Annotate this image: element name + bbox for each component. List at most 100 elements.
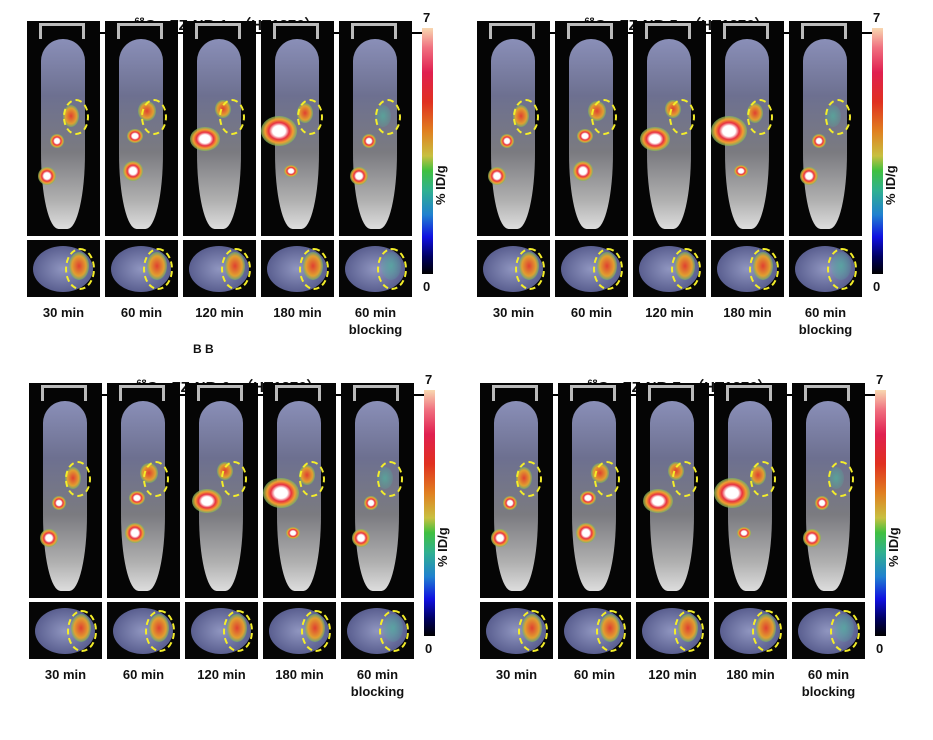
tumor-outline <box>749 248 779 290</box>
organ-uptake <box>127 129 143 143</box>
axial-pet-ct-image <box>105 240 178 297</box>
timepoint-line1: 30 min <box>495 667 538 682</box>
animal-holder <box>570 385 616 401</box>
animal-holder <box>726 385 772 401</box>
colorbar-min: 0 <box>873 279 881 294</box>
tumor-outline <box>65 461 91 497</box>
tumor-outline <box>593 248 623 290</box>
organ-uptake <box>286 527 300 539</box>
axial-pet-ct-image <box>633 240 706 297</box>
organ-uptake <box>800 167 818 185</box>
tumor-outline <box>65 248 95 290</box>
animal-holder <box>723 23 769 39</box>
organ-uptake <box>52 496 66 510</box>
timepoint-line1: 120 min <box>197 667 246 682</box>
timepoint-label: 120 min <box>183 304 256 321</box>
coronal-pet-ct-image <box>105 21 178 236</box>
tumor-outline <box>63 99 89 135</box>
colorbar-min: 0 <box>423 279 431 294</box>
tumor-outline <box>825 99 851 135</box>
animal-holder <box>195 23 241 39</box>
colorbar <box>424 390 435 636</box>
axial-pet-ct-image <box>558 602 631 659</box>
colorbar-min: 0 <box>425 641 433 656</box>
timepoint-line1: 60 min <box>570 305 613 320</box>
organ-uptake <box>50 134 64 148</box>
tumor-outline <box>752 610 782 652</box>
timepoint-line1: 120 min <box>645 305 694 320</box>
coronal-pet-ct-image <box>261 21 334 236</box>
timepoint-line1: 60 min <box>356 667 399 682</box>
tumor-outline <box>672 461 698 497</box>
timepoint-line1: 180 min <box>275 667 324 682</box>
coronal-pet-ct-image <box>185 383 258 598</box>
organ-uptake <box>803 529 821 547</box>
tumor-outline <box>747 99 773 135</box>
organ-uptake <box>815 496 829 510</box>
coronal-pet-ct-image <box>789 21 862 236</box>
animal-holder <box>489 23 535 39</box>
tumor-outline <box>513 99 539 135</box>
tumor-outline <box>223 610 253 652</box>
timepoint-label: 120 min <box>633 304 706 321</box>
tumor-outline <box>674 610 704 652</box>
animal-holder <box>645 23 691 39</box>
timepoint-label: 120 min <box>185 666 258 683</box>
tumor-outline <box>219 99 245 135</box>
tumor-outline <box>669 99 695 135</box>
organ-uptake <box>573 161 593 181</box>
colorbar <box>872 28 883 274</box>
coronal-pet-ct-image <box>477 21 550 236</box>
timepoint-label: 180 min <box>263 666 336 683</box>
timepoint-label: 60 min <box>558 666 631 683</box>
coronal-pet-ct-image <box>555 21 628 236</box>
tumor-outline <box>750 461 776 497</box>
organ-uptake <box>576 523 596 543</box>
tumor-outline <box>143 461 169 497</box>
tumor-outline <box>297 99 323 135</box>
timepoint-label: 60 min <box>105 304 178 321</box>
timepoint-label: 30 min <box>480 666 553 683</box>
timepoint-label: 180 min <box>711 304 784 321</box>
organ-uptake <box>491 529 509 547</box>
coronal-pet-ct-image <box>711 21 784 236</box>
tumor-outline <box>143 248 173 290</box>
organ-uptake <box>40 529 58 547</box>
timepoint-label: 120 min <box>636 666 709 683</box>
tumor-outline <box>301 610 331 652</box>
coronal-pet-ct-image <box>29 383 102 598</box>
tumor-outline <box>299 248 329 290</box>
tumor-outline <box>379 610 409 652</box>
tumor-outline <box>375 99 401 135</box>
tumor-outline <box>221 248 251 290</box>
tumor-outline <box>377 461 403 497</box>
organ-uptake <box>711 116 747 146</box>
tumor-outline <box>515 248 545 290</box>
coronal-pet-ct-image <box>339 21 412 236</box>
organ-uptake <box>190 127 220 151</box>
timepoint-label: 30 min <box>29 666 102 683</box>
timepoint-line2: blocking <box>348 322 403 337</box>
axial-pet-ct-image <box>636 602 709 659</box>
coronal-pet-ct-image <box>714 383 787 598</box>
tumor-outline <box>516 461 542 497</box>
timepoint-line1: 120 min <box>648 667 697 682</box>
timepoint-line1: 30 min <box>44 667 87 682</box>
animal-holder <box>492 385 538 401</box>
colorbar <box>422 28 433 274</box>
colorbar-max: 7 <box>873 10 881 25</box>
organ-uptake <box>577 129 593 143</box>
timepoint-line2: blocking <box>801 684 856 699</box>
tumor-outline <box>299 461 325 497</box>
organ-uptake <box>125 523 145 543</box>
organ-uptake <box>580 491 596 505</box>
organ-uptake <box>500 134 514 148</box>
organ-uptake <box>737 527 751 539</box>
coronal-pet-ct-image <box>792 383 865 598</box>
organ-uptake <box>734 165 748 177</box>
coronal-pet-ct-image <box>633 21 706 236</box>
timepoint-line1: 60 min <box>122 667 165 682</box>
axial-pet-ct-image <box>107 602 180 659</box>
